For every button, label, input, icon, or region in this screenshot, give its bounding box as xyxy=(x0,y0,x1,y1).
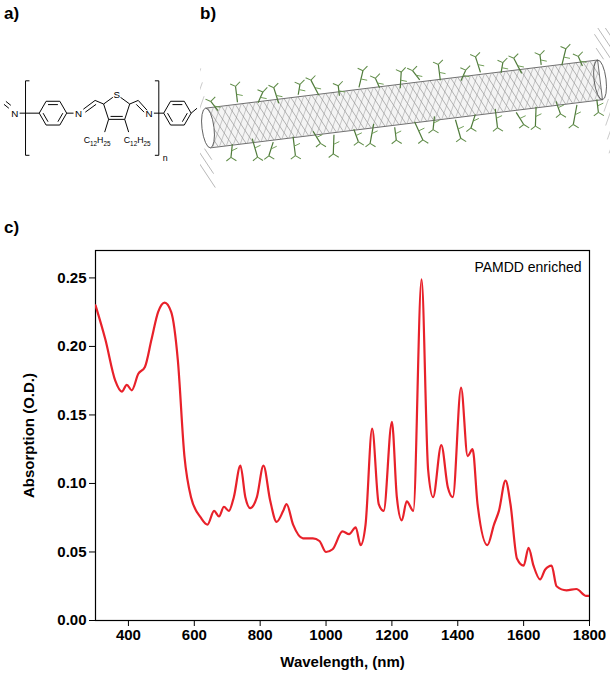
svg-text:S: S xyxy=(113,89,120,100)
svg-text:0.10: 0.10 xyxy=(57,474,86,491)
svg-text:N: N xyxy=(145,108,152,119)
html-text:b): b) xyxy=(200,4,216,23)
svg-text:C12H25: C12H25 xyxy=(84,135,111,147)
svg-text:1000: 1000 xyxy=(309,626,342,643)
svg-text:n: n xyxy=(163,153,168,163)
svg-text:1600: 1600 xyxy=(507,626,540,643)
svg-text:Wavelength, (nm): Wavelength, (nm) xyxy=(280,653,404,670)
html-text:a): a) xyxy=(4,4,20,23)
svg-text:1800: 1800 xyxy=(573,626,606,643)
svg-text:N: N xyxy=(75,108,82,119)
svg-text:C12H25: C12H25 xyxy=(124,135,151,147)
svg-text:0.15: 0.15 xyxy=(57,406,86,423)
svg-text:600: 600 xyxy=(182,626,207,643)
svg-text:0.20: 0.20 xyxy=(57,337,86,354)
svg-text:800: 800 xyxy=(248,626,273,643)
svg-text:N: N xyxy=(11,108,18,119)
svg-text:0.25: 0.25 xyxy=(57,269,86,286)
svg-text:400: 400 xyxy=(116,626,141,643)
svg-text:Absorption (O.D.): Absorption (O.D.) xyxy=(20,373,37,498)
svg-text:0.05: 0.05 xyxy=(57,543,86,560)
svg-text:1400: 1400 xyxy=(441,626,474,643)
html-text:c): c) xyxy=(4,218,20,237)
svg-text:1200: 1200 xyxy=(375,626,408,643)
svg-text:PAMDD enriched: PAMDD enriched xyxy=(474,259,581,275)
svg-text:0.00: 0.00 xyxy=(57,611,86,628)
